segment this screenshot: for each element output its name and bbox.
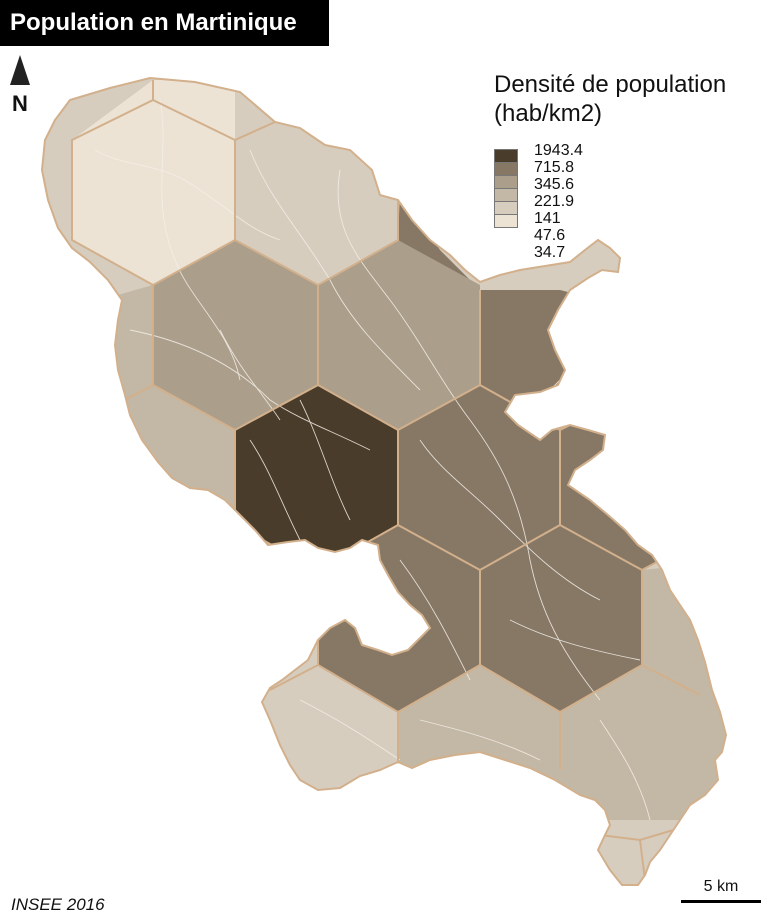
legend-break: 221.9: [534, 193, 575, 210]
legend-swatch: [494, 214, 518, 228]
source-credit: INSEE 2016: [11, 895, 105, 914]
legend-break: 34.7: [534, 244, 566, 261]
density-cell: [235, 385, 398, 570]
scale-bar-line: [681, 900, 761, 903]
map-title: Population en Martinique: [0, 0, 329, 46]
legend-break: 1943.4: [534, 142, 583, 159]
density-cell: [100, 285, 235, 540]
legend-scale: 1943.4 715.8 345.6 221.9 141 47.6 34.7: [494, 143, 754, 261]
legend-swatch: [494, 162, 518, 176]
scale-label: 5 km: [703, 878, 739, 895]
density-cell: [153, 240, 318, 430]
north-label: N: [12, 91, 28, 116]
density-cell: [480, 525, 642, 712]
legend-break: 345.6: [534, 176, 575, 193]
density-cell: [72, 80, 275, 285]
legend-swatch: [494, 201, 518, 215]
density-cell: [560, 665, 726, 830]
density-cell: [235, 80, 400, 285]
legend-break: 47.6: [534, 227, 566, 244]
density-cell: [318, 240, 480, 430]
scale-bar: 5 km: [681, 878, 761, 903]
legend-swatch: [494, 149, 518, 163]
legend: Densité de population (hab/km2) 1943.4 7…: [494, 70, 754, 261]
legend-title-line1: Densité de population: [494, 71, 727, 98]
north-arrow-icon: [10, 55, 30, 85]
legend-swatch: [494, 175, 518, 189]
legend-title: Densité de population (hab/km2): [494, 70, 754, 128]
north-indicator: N: [8, 54, 32, 115]
legend-swatch: [494, 188, 518, 202]
density-cell: [398, 385, 560, 570]
legend-break: 715.8: [534, 159, 575, 176]
legend-title-line2: (hab/km2): [494, 100, 603, 127]
legend-break: 141: [534, 210, 561, 227]
